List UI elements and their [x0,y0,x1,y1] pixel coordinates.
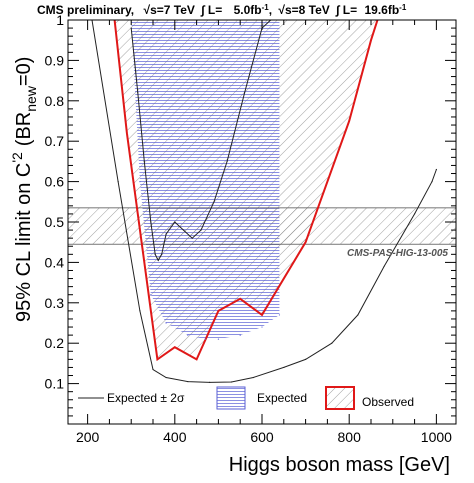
expected-plus-2sigma-point [252,376,254,379]
expected-plus-2sigma-point [283,366,285,369]
y-tick-label: 0.3 [45,295,65,311]
header-lumi-8-value: 19.6fb [364,3,399,17]
expected-median-point [154,253,156,255]
expected-median-point [191,237,193,239]
header-lumi-8-label: L= [343,3,357,17]
y-axis-label: 95% CL limit on C'2(BRnew=0) [9,57,39,322]
expected-median-point [157,259,159,261]
x-tick-label: 800 [338,429,362,445]
header-sqrt-s-7: s=7 TeV [150,3,195,17]
observed-point [261,314,263,316]
expected-excluded-region [131,20,280,340]
x-tick-label: 200 [76,429,100,445]
expected-plus-2sigma-point [431,181,433,183]
y-tick-label: 1 [56,12,64,28]
y-tick-label: 0.4 [45,254,65,270]
expected-plus-2sigma-point [230,381,233,383]
y-tick-label: 0.9 [45,52,65,68]
integral-icon: ∫ [200,3,206,17]
observed-point [348,120,350,122]
chart-header: CMS preliminary, √s=7 TeV ∫ L= 5.0fb-1, … [37,3,407,17]
expected-plus-2sigma-point [331,342,333,344]
observed-point [196,358,198,360]
expected-plus-2sigma-point [165,376,167,379]
sqrt-icon: √ [278,3,285,17]
expected-median-point [174,221,176,223]
header-lumi-7-exp: -1 [262,3,270,12]
y-tick-label: 0.5 [45,214,65,230]
expected-boundary-point [150,294,152,296]
expected-boundary-point [139,181,141,183]
expected-boundary-point [165,322,167,324]
legend: Expected ± 2σ Expected Observed [78,386,414,410]
expected-median-point [130,27,132,29]
expected-plus-2sigma-point [139,310,141,312]
expected-median-point [143,160,145,162]
y-tick-label: 0.2 [45,335,65,351]
y-tick-label: 0.1 [45,376,65,392]
header-prefix: CMS preliminary, [37,3,134,17]
expected-plus-2sigma-point [435,168,437,171]
expected-plus-2sigma-point [152,368,154,371]
expected-boundary-point [217,338,220,340]
observed-line [113,20,379,362]
expected-plus-2sigma-point [304,358,307,360]
expected-median-point [137,92,139,94]
expected-plus-2sigma-point [187,380,189,383]
y-tick-label: 0.7 [45,133,65,149]
expected-median-point [165,233,167,235]
header-sqrt-s-8: s=8 TeV [285,3,330,17]
expected-plus-2sigma-point [383,265,385,268]
legend-expected-label: Expected [257,391,307,405]
expected-median-point [243,92,246,94]
expected-median-point [226,160,228,162]
observed-point [156,358,158,360]
x-tick-label: 600 [250,429,274,445]
legend-expected-swatch [216,386,246,410]
expected-median-point [200,229,202,231]
expected-median-point [150,221,152,223]
expected-plus-2sigma-point [117,181,119,183]
observed-point [304,241,307,243]
axes: 200 400 600 800 1000 0.1 0.2 0.3 0.4 0.5 0.6 0.7 0.8… [45,12,456,445]
expected-boundary-point [261,326,263,328]
y-tick-label: 0.6 [45,174,65,190]
legend-observed-swatch [325,386,355,410]
expected-plus-2sigma-point [413,213,416,215]
expected-median-point [213,201,215,203]
legend-entry-band: Expected ± 2σ [78,391,185,405]
sqrt-icon: √ [143,3,150,17]
expected-boundary-point [187,334,189,336]
header-lumi-8-exp: -1 [399,3,407,12]
legend-entry-observed: Observed [325,386,414,410]
observed-point [370,39,372,41]
y-tick-label: 0.8 [45,93,65,109]
observed-point [239,298,241,300]
expected-plus-2sigma-point [357,314,359,316]
expected-boundary-point [239,334,241,336]
header-lumi-7-label: L= [208,3,222,17]
observed-point [126,132,128,134]
x-tick-label: 1000 [421,429,452,445]
integral-icon: ∫ [335,3,341,17]
observed-point [217,310,220,312]
analysis-annotation: CMS-PAS-HIG-13-005 [347,248,448,259]
header-lumi-7-value: 5.0fb [234,3,262,17]
observed-point [174,346,176,348]
legend-observed-label: Observed [362,395,414,409]
expected-boundary-point [204,338,206,340]
plot-area [68,20,456,383]
expected-boundary-point [278,314,281,316]
legend-band-label: Expected ± 2σ [107,391,185,405]
x-axis-label: Higgs boson mass [GeV] [229,454,450,476]
legend-entry-expected: Expected [216,386,307,410]
expected-median-point [161,253,163,255]
expected-plus-2sigma-point [209,381,211,383]
horizontal-excluded-band [68,207,456,245]
x-tick-label: 400 [163,429,187,445]
expected-median-point [182,229,185,231]
